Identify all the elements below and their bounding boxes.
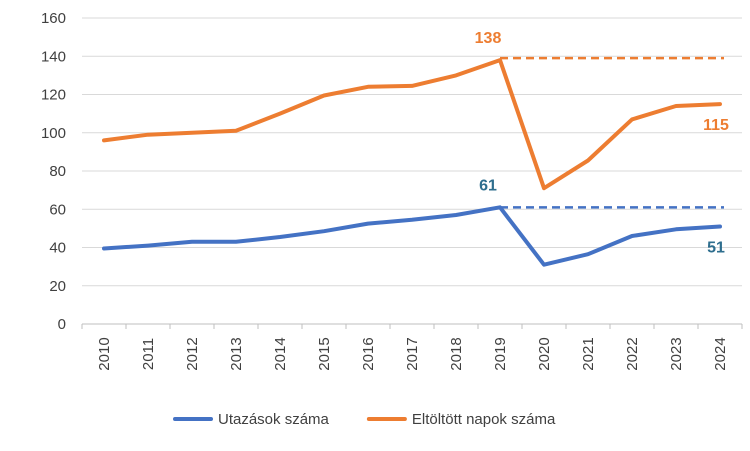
x-axis-ticks: 2010 2011 2012 2013 2014 2015 2016 2017 2018 2019… xyxy=(81,324,743,371)
x-tick-label: 2013 xyxy=(228,337,245,370)
x-tick-label: 2010 xyxy=(96,337,113,370)
x-tick-label: 2021 xyxy=(580,337,597,370)
y-tick-label: 40 xyxy=(49,240,66,257)
x-tick-label: 2023 xyxy=(668,337,685,370)
x-tick-label: 2014 xyxy=(272,337,289,370)
y-tick-label: 80 xyxy=(49,163,66,180)
data-label: 115 xyxy=(703,117,729,134)
y-axis-ticks: 0 20 40 60 80 100 120 140 160 xyxy=(41,10,66,333)
legend-label-0: Utazások száma xyxy=(218,411,330,428)
y-tick-label: 100 xyxy=(41,125,66,142)
y-tick-label: 140 xyxy=(41,48,66,65)
legend-label-1: Eltöltött napok száma xyxy=(412,411,556,428)
x-tick-label: 2017 xyxy=(404,337,421,370)
y-tick-label: 20 xyxy=(49,278,66,295)
series-lines xyxy=(102,56,724,267)
x-tick-label: 2022 xyxy=(624,337,641,370)
data-label: 51 xyxy=(707,239,725,256)
legend: Utazások száma Eltöltött napok száma xyxy=(173,411,556,428)
x-tick-label: 2016 xyxy=(360,337,377,370)
y-tick-label: 0 xyxy=(58,316,66,333)
y-tick-label: 60 xyxy=(49,201,66,218)
series-line-0 xyxy=(102,205,722,267)
x-tick-label: 2024 xyxy=(712,337,729,370)
x-tick-label: 2011 xyxy=(140,338,157,370)
series-line-1 xyxy=(102,58,722,191)
x-tick-label: 2019 xyxy=(492,337,509,370)
y-tick-label: 120 xyxy=(41,87,66,104)
x-tick-label: 2018 xyxy=(448,337,465,370)
x-tick-label: 2012 xyxy=(184,337,201,370)
gridlines xyxy=(82,17,742,325)
y-tick-label: 160 xyxy=(41,10,66,27)
data-labels: 61 51 138 115 xyxy=(475,30,729,256)
x-tick-label: 2020 xyxy=(536,337,553,370)
x-tick-label: 2015 xyxy=(316,337,333,370)
data-label: 138 xyxy=(475,30,502,47)
data-label: 61 xyxy=(479,177,497,194)
